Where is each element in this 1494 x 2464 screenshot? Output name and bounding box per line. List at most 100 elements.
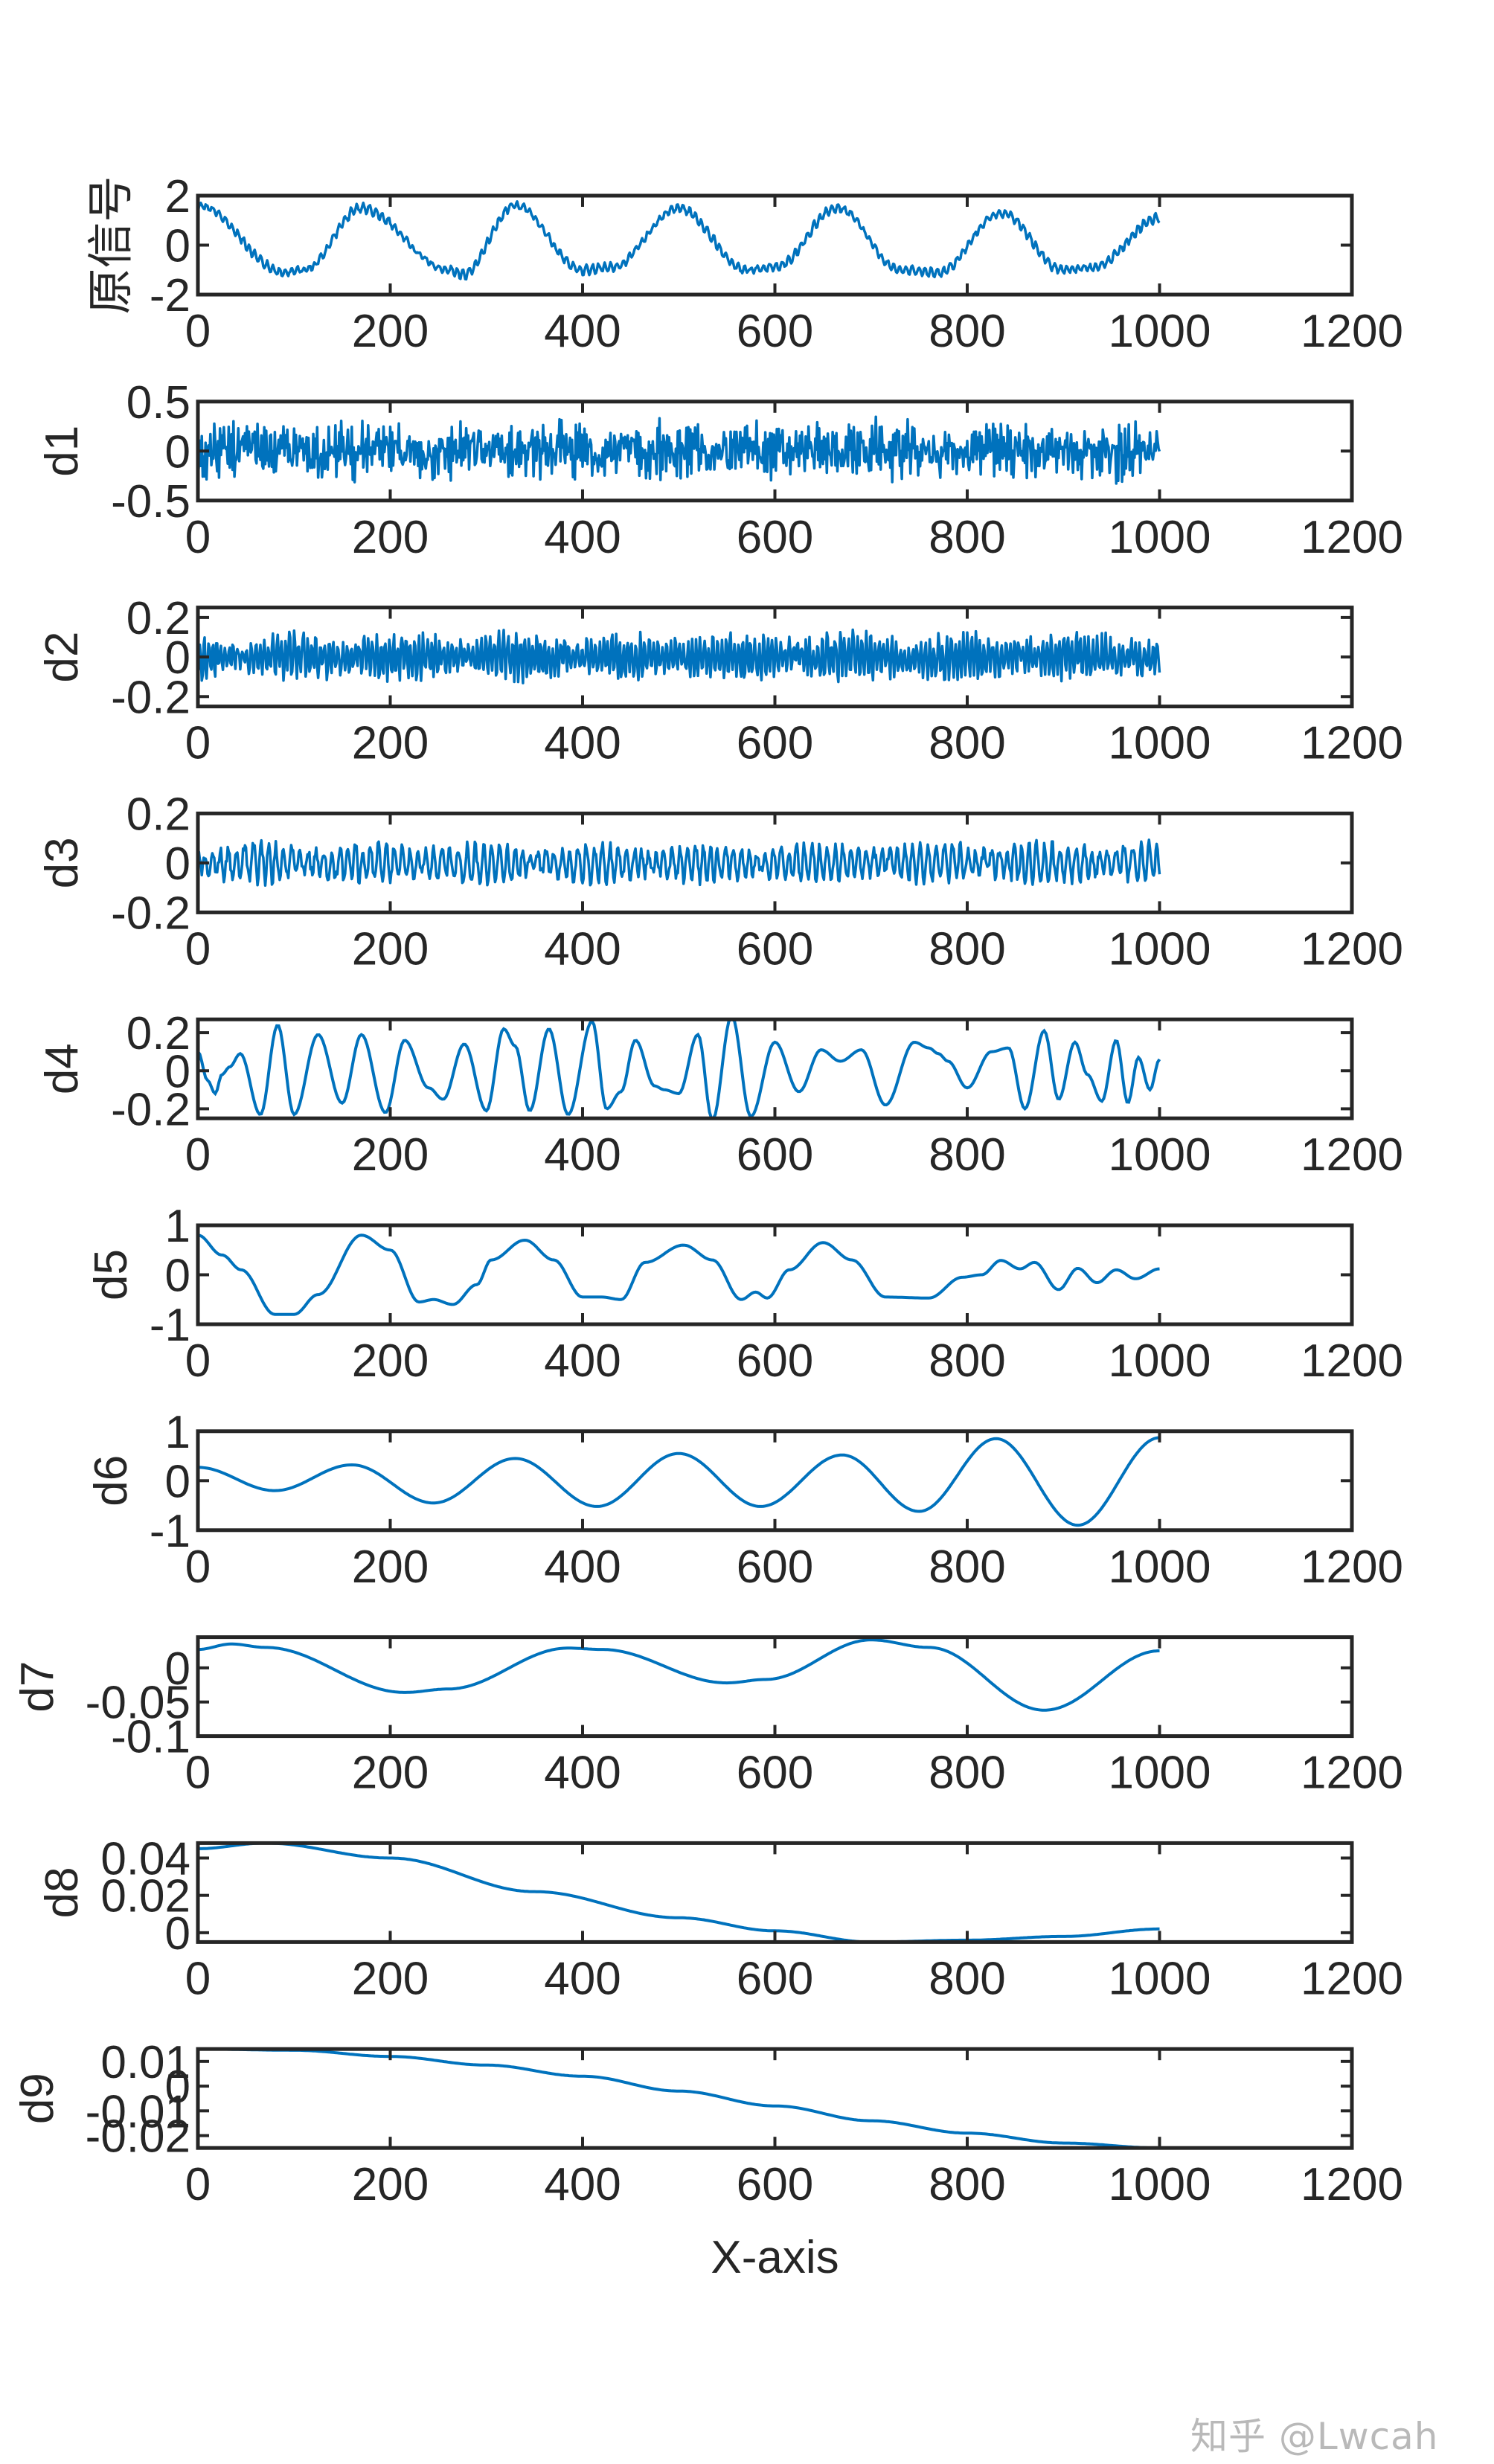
x-tick-label: 1000 [1109,306,1211,357]
x-tick-label: 400 [544,512,621,563]
x-tick-label: 800 [929,1129,1005,1181]
y-tick-label: 0.04 [100,1833,190,1884]
x-tick-label: 600 [737,1335,813,1387]
series-line [196,838,1161,887]
series-line [198,2047,1160,2150]
y-axis-label: d5 [86,1249,137,1300]
y-tick-label: -0.05 [86,1678,190,1729]
x-tick-label: 800 [929,1335,1005,1387]
y-tick-label: 0 [165,1251,190,1302]
x-tick-label: 600 [737,1953,813,2004]
x-tick-label: 0 [185,1335,211,1387]
y-tick-label: 0 [165,1456,190,1507]
x-tick-label: 1200 [1301,1129,1403,1181]
x-tick-label: 400 [544,718,621,769]
series-line [197,1436,1160,1527]
y-axis-label: d3 [36,837,88,888]
subplot-d3: 0 200 400 600 800 1000 1200-0.200.2d3 [36,789,1403,975]
x-tick-label: 400 [544,1748,621,1799]
x-tick-label: 0 [185,2159,211,2210]
x-tick-label: 1000 [1109,1953,1211,2004]
x-tick-label: 800 [929,718,1005,769]
subplot-d4: 0 200 400 600 800 1000 1200-0.200.2d4 [36,1008,1403,1181]
y-tick-label: 0 [165,838,190,890]
x-tick-label: 0 [185,923,211,975]
x-tick-label: 0 [185,1129,211,1181]
x-tick-label: 1200 [1301,1335,1403,1387]
y-tick-label: -0.2 [111,888,190,939]
x-tick-label: 800 [929,512,1005,563]
x-tick-label: 400 [544,1953,621,2004]
y-axis-label: 原信号 [86,176,137,314]
y-axis-label: d1 [36,426,88,477]
y-axis-label: d6 [86,1455,137,1507]
x-tick-label: 800 [929,2159,1005,2210]
y-tick-label: -1 [150,1506,190,1557]
x-tick-label: 800 [929,1541,1005,1593]
x-tick-label: 0 [185,1541,211,1593]
x-tick-label: 400 [544,923,621,975]
y-tick-label: -0.02 [86,2111,190,2163]
series-line [196,1018,1161,1120]
y-tick-label: 0 [165,632,190,684]
x-tick-label: 400 [544,1335,621,1387]
x-tick-label: 1200 [1301,1953,1403,2004]
series-line [196,200,1161,281]
y-axis-label: d8 [36,1867,88,1918]
x-tick-label: 600 [737,306,813,357]
x-tick-label: 200 [352,1541,429,1593]
y-tick-label: 0 [165,2062,190,2113]
x-tick-label: 400 [544,2159,621,2210]
y-tick-label: 0.2 [126,789,190,840]
x-tick-label: 1000 [1109,923,1211,975]
series-line [198,1841,1160,1944]
x-tick-label: 1000 [1109,2159,1211,2210]
y-tick-label: 0 [165,221,190,272]
y-tick-label: -0.1 [111,1712,190,1763]
x-tick-label: 400 [544,1541,621,1593]
y-axis-label: d4 [36,1043,88,1094]
subplot-d2: 0 200 400 600 800 1000 1200-0.200.2d2 [36,593,1403,769]
x-tick-label: 800 [929,306,1005,357]
x-tick-label: 0 [185,306,211,357]
x-tick-label: 1200 [1301,1541,1403,1593]
x-tick-label: 1000 [1109,1541,1211,1593]
x-tick-label: 200 [352,1129,429,1181]
x-tick-label: 1200 [1301,512,1403,563]
x-tick-label: 1200 [1301,2159,1403,2210]
series-line [196,628,1161,684]
x-tick-label: 200 [352,718,429,769]
x-tick-label: 800 [929,1748,1005,1799]
x-tick-label: 0 [185,1953,211,2004]
x-tick-label: 1000 [1109,1335,1211,1387]
x-tick-label: 600 [737,512,813,563]
y-tick-label: 0.2 [126,1008,190,1059]
y-tick-label: 0.01 [100,2037,190,2088]
x-tick-label: 400 [544,1129,621,1181]
watermark: 知乎 @Lwcah [1190,2415,1439,2458]
x-tick-label: 600 [737,923,813,975]
x-tick-label: 600 [737,1541,813,1593]
x-tick-label: 1000 [1109,512,1211,563]
x-tick-label: 1200 [1301,718,1403,769]
x-tick-label: 0 [185,512,211,563]
subplot-d1: 0 200 400 600 800 1000 1200-0.500.5d1 [36,377,1403,563]
series-line [196,415,1161,485]
y-tick-label: -0.2 [111,672,190,723]
x-tick-label: 200 [352,512,429,563]
y-tick-label: 0.2 [126,593,190,644]
x-tick-label: 1200 [1301,923,1403,975]
x-tick-label: 1200 [1301,1748,1403,1799]
y-axis-label: d7 [12,1661,63,1713]
y-tick-label: 0.5 [126,377,190,429]
x-tick-label: 200 [352,1748,429,1799]
y-tick-label: -2 [150,270,190,321]
y-tick-label: 0 [165,1046,190,1097]
y-tick-label: -0.2 [111,1084,190,1135]
x-tick-label: 200 [352,306,429,357]
